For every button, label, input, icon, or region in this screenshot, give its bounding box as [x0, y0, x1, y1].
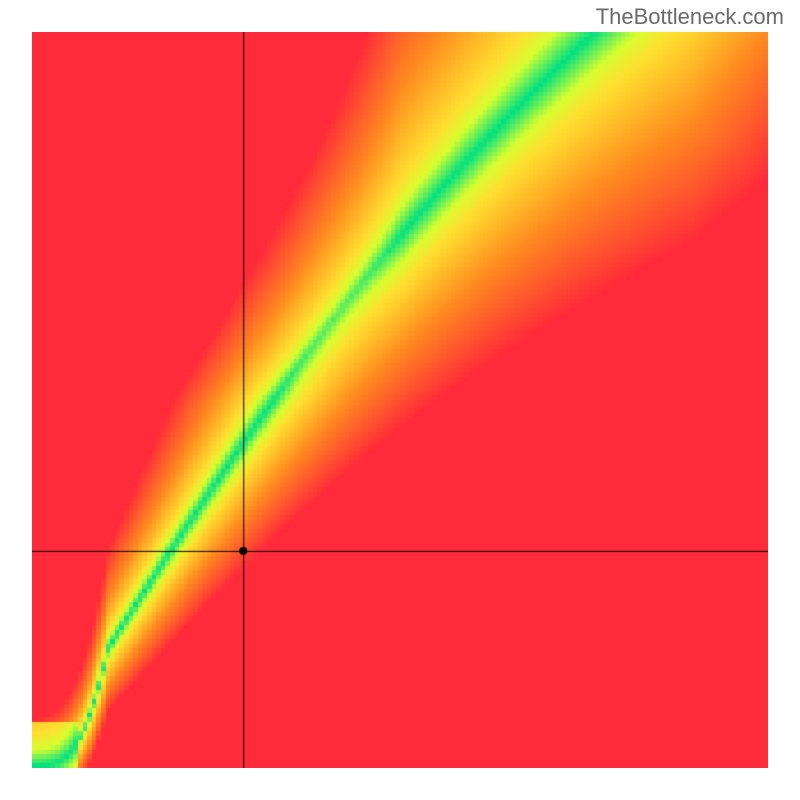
watermark-text: TheBottleneck.com [596, 4, 784, 30]
plot-area [32, 32, 768, 768]
heatmap-canvas [32, 32, 768, 768]
chart-container: TheBottleneck.com [0, 0, 800, 800]
